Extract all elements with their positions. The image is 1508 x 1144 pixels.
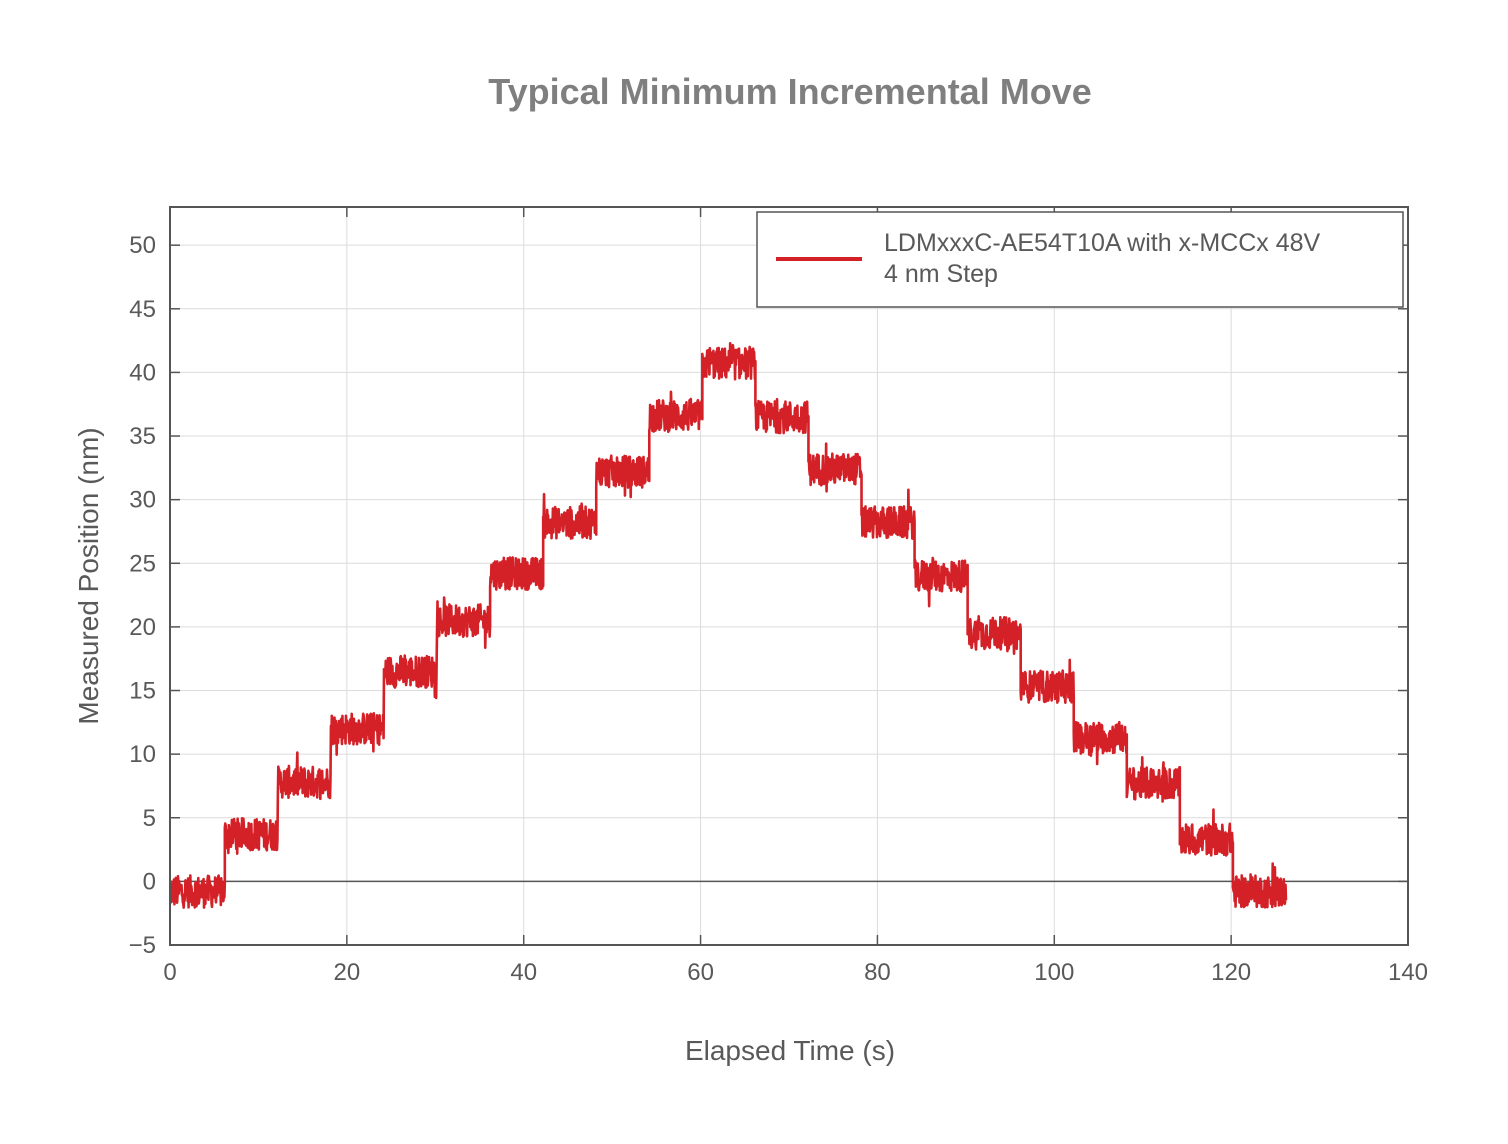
y-tick-label: 35 [129,423,156,450]
legend-sublabel: 4 nm Step [884,260,998,288]
y-axis-ticks: −5 0 5 10 15 20 25 30 35 40 45 50 [129,232,1408,959]
legend-box [756,211,1404,308]
series-line [168,341,1288,909]
series-group [168,341,1288,909]
x-tick-label: 120 [1211,959,1251,986]
x-axis-ticks: 0 20 40 60 80 100 120 140 [163,207,1428,986]
y-tick-label: 5 [143,805,156,832]
y-tick-label: 50 [129,232,156,259]
legend: LDMxxxC-AE54T10A with x-MCCx 48V 4 nm St… [756,211,1404,308]
y-tick-label: 40 [129,359,156,386]
x-axis-label: Elapsed Time (s) [685,1035,895,1066]
y-tick-label: 45 [129,296,156,323]
y-tick-label: 15 [129,678,156,705]
y-tick-label: 20 [129,614,156,641]
chart-title: Typical Minimum Incremental Move [488,71,1091,112]
y-tick-label: 25 [129,550,156,577]
x-tick-label: 0 [163,959,176,986]
x-tick-label: 140 [1388,959,1428,986]
x-tick-label: 80 [864,959,891,986]
y-tick-label: 0 [143,868,156,895]
legend-label: LDMxxxC-AE54T10A with x-MCCx 48V [884,229,1321,257]
y-tick-label: −5 [129,932,156,959]
x-tick-label: 40 [510,959,537,986]
y-tick-label: 10 [129,741,156,768]
x-tick-label: 20 [334,959,361,986]
y-tick-label: 30 [129,487,156,514]
x-tick-label: 60 [687,959,714,986]
y-axis-label: Measured Position (nm) [73,427,104,724]
plot-frame [169,206,1409,946]
x-tick-label: 100 [1034,959,1074,986]
